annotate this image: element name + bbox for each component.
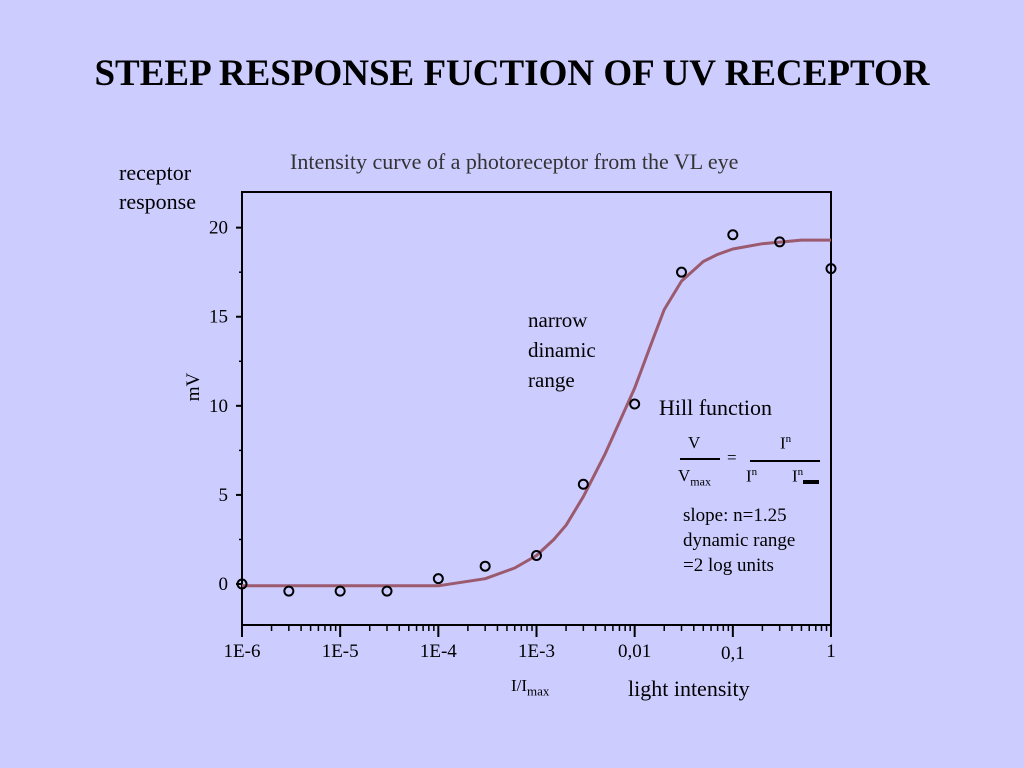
chart-title: Intensity curve of a photoreceptor from …: [290, 149, 739, 174]
data-point: [283, 585, 295, 597]
formula-v: V: [688, 433, 701, 452]
annotation-hill-function: Hill function: [659, 395, 773, 420]
data-point: [432, 573, 444, 585]
data-point: [825, 263, 837, 275]
data-point: [577, 478, 589, 490]
hill-fit-line: [242, 238, 831, 588]
annotation-line: =2 log units: [683, 555, 774, 576]
data-point: [531, 550, 542, 562]
y-tick-label: 5: [219, 485, 229, 506]
y-tick-label: 10: [209, 396, 228, 417]
data-point: [236, 578, 248, 590]
data-point: [676, 266, 688, 278]
x-tick-label: 1E-3: [518, 641, 555, 662]
formula-equals: =: [727, 448, 737, 467]
x-tick-label: 1E-6: [224, 641, 261, 662]
hill-formula: V Vmax = In In In: [675, 430, 825, 495]
y-tick-label: 15: [209, 307, 228, 328]
data-point: [774, 236, 786, 248]
y-axis-description: receptor response: [119, 160, 196, 214]
annotation-line: slope: n=1.25: [683, 505, 787, 526]
formula-vmax: Vmax: [678, 466, 711, 489]
formula-rhs-den-b: In: [792, 466, 804, 486]
formula-rhs-num: In: [780, 433, 792, 453]
data-point: [334, 585, 346, 597]
x-tick-label: 0,1: [721, 643, 745, 664]
data-point: [629, 398, 641, 410]
data-point: [727, 229, 739, 241]
y-tick-label: 20: [209, 218, 228, 239]
annotation-slope: slope: n=1.25 dynamic range =2 log units: [683, 503, 795, 578]
data-point: [381, 585, 393, 597]
annotation-line: dynamic range: [683, 530, 796, 551]
y-axis-label: mV: [183, 372, 204, 401]
annotation-line: narrow: [528, 308, 588, 332]
x-tick-label: 1E-5: [322, 641, 359, 662]
x-tick-label: 1E-4: [420, 641, 457, 662]
annotation-line: range: [528, 368, 575, 392]
formula-fraction-bar: [750, 460, 820, 462]
x-axis-description: light intensity: [628, 676, 750, 701]
formula-fraction-bar: [680, 458, 720, 460]
y-tick-label: 0: [219, 574, 229, 595]
annotation-line: dinamic: [528, 338, 596, 362]
annotation-narrow-range: narrow dinamic range: [528, 305, 596, 395]
formula-rhs-den-a: In: [746, 466, 758, 486]
x-tick-label: 1: [826, 641, 836, 662]
x-axis-label: I/Imax: [511, 676, 550, 699]
x-tick-label: 0,01: [618, 641, 651, 662]
slide-title: STEEP RESPONSE FUCTION OF UV RECEPTOR: [94, 53, 930, 94]
data-point: [479, 560, 491, 572]
formula-blot: [803, 480, 819, 484]
